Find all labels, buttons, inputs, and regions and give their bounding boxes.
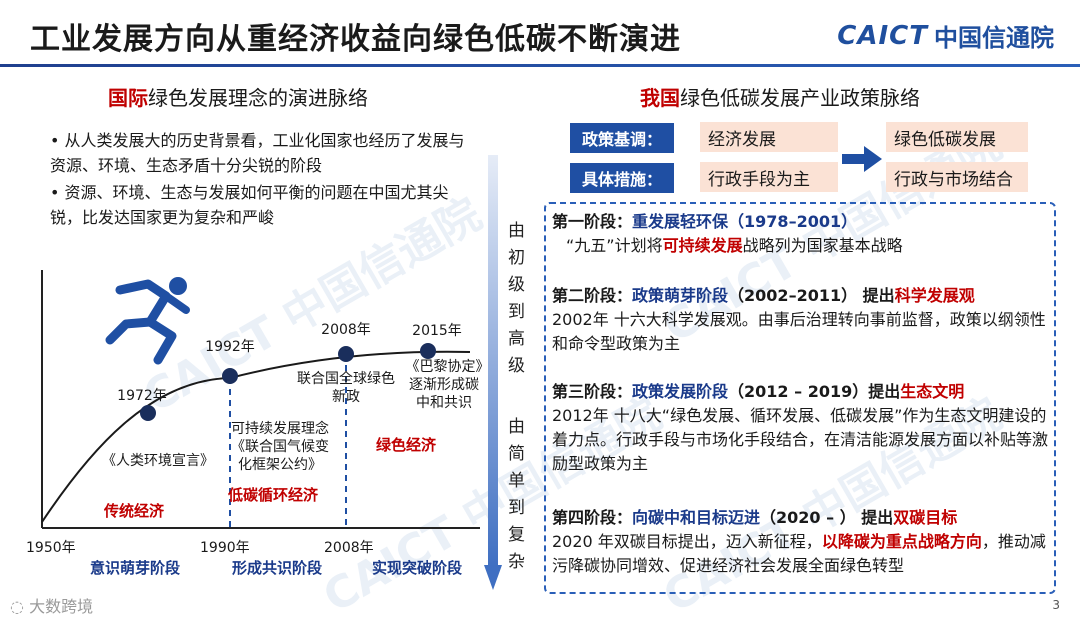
arrow-caption-bottom: 由简单到复杂 [508, 417, 525, 572]
caict-logo: CAICT 中国信通院 [837, 18, 1054, 53]
stage-extra-highlight: 双碳目标 [893, 508, 958, 527]
milestone-label: 可持续发展理念《联合国气候变化框架公约》 [231, 421, 329, 473]
stage-period: （1978–2001） [728, 212, 858, 231]
phase-label: 实现突破阶段 [372, 559, 463, 577]
policy-measure-label: 具体措施： [570, 163, 674, 193]
stage-body: 战略列为国家基本战略 [742, 236, 903, 255]
bullet-item: • 从人类发展大的历史背景看，工业化国家也经历了发展与资源、环境、生态矛盾十分尖… [50, 131, 465, 175]
era-label: 绿色经济 [376, 436, 437, 454]
heading-text: 绿色低碳发展产业政策脉络 [680, 86, 920, 110]
phase-label: 意识萌芽阶段 [90, 559, 181, 577]
right-arrow-icon [842, 146, 882, 172]
timeline-diagram [41, 270, 480, 529]
stage-prefix: 第四阶段： [552, 508, 633, 527]
logo-text-en: CAICT [837, 20, 928, 51]
stage-2: 第二阶段：政策萌芽阶段（2002–2011） 提出科学发展观 2002年 十六大… [552, 284, 1052, 356]
stage-period: （2012 – 2019） [728, 382, 869, 401]
milestone-dot [222, 368, 238, 384]
stage-extra-label: 提出 [857, 286, 895, 305]
stage-period: （2020 – ） [760, 508, 856, 527]
stage-prefix: 第三阶段： [552, 382, 633, 401]
stage-extra-highlight: 科学发展观 [894, 286, 975, 305]
axis-year: 2008年 [324, 540, 374, 556]
runner-icon [105, 277, 190, 365]
heading-text: 绿色发展理念的演进脉络 [148, 86, 368, 110]
stage-body: 2002年 十六大科学发展观。由事后治理转向事前监督，政策以纲领性和命令型政策为… [552, 310, 1046, 353]
stage-name: 政策发展阶段 [632, 382, 729, 401]
milestone-label: 《人类环境宣言》 [102, 453, 214, 469]
footer-brand: ◌ 大数跨境 [10, 593, 93, 617]
stage-4: 第四阶段：向碳中和目标迈进（2020 – ） 提出双碳目标 2020 年双碳目标… [552, 506, 1052, 578]
stage-1: 第一阶段：重发展轻环保（1978–2001） “九五”计划将可持续发展战略列为国… [552, 210, 1052, 258]
milestone-year: 1972年 [117, 388, 167, 404]
stage-3: 第三阶段：政策发展阶段（2012 – 2019）提出生态文明 2012年 十八大… [552, 380, 1052, 476]
stage-prefix: 第二阶段： [552, 286, 633, 305]
page-title: 工业发展方向从重经济收益向绿色低碳不断演进 [30, 22, 681, 57]
heading-highlight: 国际 [108, 86, 148, 110]
axis-year: 1990年 [200, 540, 250, 556]
milestone-dot [338, 346, 354, 362]
milestone-label: 联合国全球绿色新政 [297, 371, 395, 405]
era-label: 低碳循环经济 [228, 486, 319, 504]
milestone-year: 2015年 [412, 323, 462, 339]
footer-brand-text: 大数跨境 [29, 597, 94, 616]
stage-body: 2020 年双碳目标提出，迈入新征程， [552, 532, 822, 551]
axis-year: 1950年 [26, 540, 76, 556]
stage-body-highlight: 以降碳为重点战略方向 [821, 532, 982, 551]
era-label: 传统经济 [104, 502, 165, 520]
policy-measure-from: 行政手段为主 [700, 162, 838, 192]
right-section-heading: 我国绿色低碳发展产业政策脉络 [640, 82, 920, 111]
logo-text-cn: 中国信通院 [934, 24, 1054, 52]
stage-extra-label: 提出 [855, 508, 894, 527]
stage-body: ，推动减污降碳协同增效、促进经济社会发展全面绿色转型 [552, 532, 1046, 575]
stages-panel [544, 202, 1056, 594]
milestone-year: 1992年 [205, 339, 255, 355]
stage-body: 2012年 十八大“绿色发展、循环发展、低碳发展”作为生态文明建设的着力点。行政… [552, 406, 1049, 473]
stage-name: 向碳中和目标迈进 [632, 508, 761, 527]
arrow-caption-top: 由初级到高级 [508, 221, 525, 376]
policy-tone-label: 政策基调： [570, 123, 674, 153]
policy-tone-to: 绿色低碳发展 [886, 122, 1028, 152]
milestone-dot [140, 405, 156, 421]
left-section-heading: 国际绿色发展理念的演进脉络 [108, 82, 368, 111]
stage-extra-label: 提出 [868, 382, 901, 401]
stage-extra-highlight: 生态文明 [900, 382, 965, 401]
phase-label: 形成共识阶段 [232, 559, 323, 577]
milestone-year: 2008年 [321, 322, 371, 338]
heading-highlight: 我国 [640, 86, 680, 110]
stage-name: 重发展轻环保 [632, 212, 729, 231]
stage-prefix: 第一阶段： [552, 212, 633, 231]
stage-body-highlight: 可持续发展 [662, 236, 743, 255]
policy-tone-from: 经济发展 [700, 122, 838, 152]
down-arrow-icon [484, 155, 502, 590]
brand-icon: ◌ [10, 597, 24, 616]
left-bullets: • 从人类发展大的历史背景看，工业化国家也经历了发展与资源、环境、生态矛盾十分尖… [50, 128, 470, 232]
bullet-item: • 资源、环境、生态与发展如何平衡的问题在中国尤其尖锐，比发达国家更为复杂和严峻 [50, 183, 449, 227]
milestone-label: 《巴黎协定》逐渐形成碳中和共识 [405, 359, 483, 411]
policy-measure-to: 行政与市场结合 [886, 162, 1028, 192]
page-number: 3 [1052, 598, 1060, 612]
title-divider [0, 64, 1080, 67]
stage-body: “九五”计划将 [566, 236, 663, 255]
stage-period: （2002–2011） [728, 286, 858, 305]
milestone-dot [420, 343, 436, 359]
stage-name: 政策萌芽阶段 [632, 286, 729, 305]
